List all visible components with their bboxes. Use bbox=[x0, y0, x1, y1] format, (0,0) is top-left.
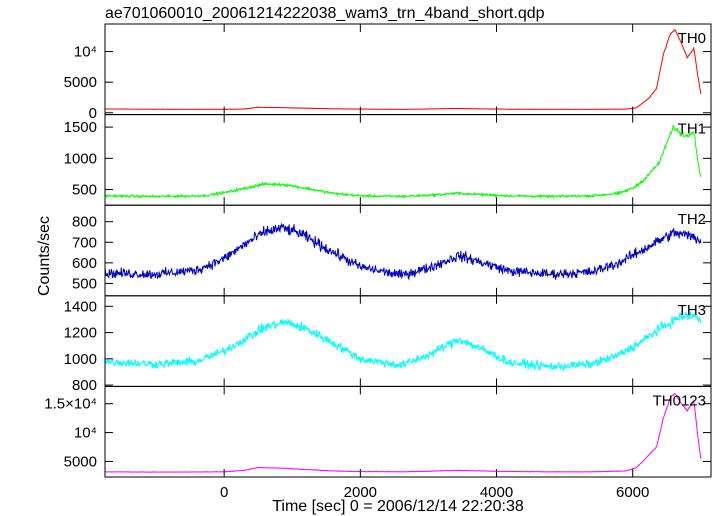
y-tick-label: 1200 bbox=[64, 325, 97, 342]
y-tick-label: 1000 bbox=[64, 351, 97, 368]
y-tick-label: 5000 bbox=[64, 453, 97, 470]
y-tick-label: 10⁴ bbox=[74, 44, 97, 61]
panel-frame bbox=[104, 385, 712, 478]
y-tick-label: 0 bbox=[89, 105, 97, 122]
y-tick-label: 600 bbox=[72, 255, 97, 272]
y-tick-label: 700 bbox=[72, 234, 97, 251]
y-tick-label: 5000 bbox=[64, 74, 97, 91]
y-tick-label: 800 bbox=[72, 214, 97, 231]
y-tick-label: 1500 bbox=[64, 119, 97, 136]
chart-title: ae701060010_20061214222038_wam3_trn_4ban… bbox=[105, 5, 545, 22]
panel-frame bbox=[104, 204, 712, 297]
panel-label: TH2 bbox=[678, 211, 706, 228]
y-tick-label: 1400 bbox=[64, 298, 97, 315]
panel-th3: 800 1000 1200 1400 TH3 bbox=[64, 295, 712, 394]
series-line-th0 bbox=[105, 29, 702, 111]
panel-th0: 0 5000 10⁴ TH0 bbox=[64, 23, 712, 122]
x-tick-label: 4000 bbox=[480, 484, 513, 501]
series-line-th1 bbox=[105, 123, 702, 200]
x-axis-label: Time [sec] 0 = 2006/12/14 22:20:38 bbox=[272, 498, 524, 515]
y-axis-label: Counts/sec bbox=[36, 216, 53, 296]
panel-frame bbox=[104, 295, 712, 387]
panel-th2: 500 600 700 800 TH2 bbox=[72, 204, 712, 297]
panel-label: TH0 bbox=[678, 30, 706, 47]
y-tick-label: 500 bbox=[72, 275, 97, 292]
x-tick-label: 2000 bbox=[344, 484, 377, 501]
panel-th0123: 5000 10⁴ 1.5×10⁴ TH0123 bbox=[44, 385, 712, 478]
y-tick-label: 1000 bbox=[64, 150, 97, 167]
series-line-th0123 bbox=[105, 392, 702, 473]
panel-label: TH0123 bbox=[653, 392, 706, 409]
y-tick-label: 10⁴ bbox=[74, 425, 97, 442]
chart-panels: 0 5000 10⁴ TH0 500 1000 1500 TH1 500 600 700 800 TH2… bbox=[44, 23, 712, 478]
x-tick-label: 0 bbox=[220, 484, 228, 501]
y-tick-label: 1.5×10⁴ bbox=[44, 396, 97, 413]
panel-frame bbox=[104, 23, 712, 116]
series-line-th2 bbox=[105, 222, 702, 281]
panel-th1: 500 1000 1500 TH1 bbox=[64, 114, 712, 206]
series-line-th3 bbox=[105, 311, 702, 372]
y-tick-label: 500 bbox=[72, 182, 97, 199]
y-tick-label: 800 bbox=[72, 377, 97, 394]
panel-label: TH3 bbox=[678, 302, 706, 319]
x-axis: 0 2000 4000 6000 bbox=[220, 484, 649, 501]
panel-frame bbox=[104, 114, 712, 206]
panel-label: TH1 bbox=[678, 121, 706, 138]
x-tick-label: 6000 bbox=[616, 484, 649, 501]
